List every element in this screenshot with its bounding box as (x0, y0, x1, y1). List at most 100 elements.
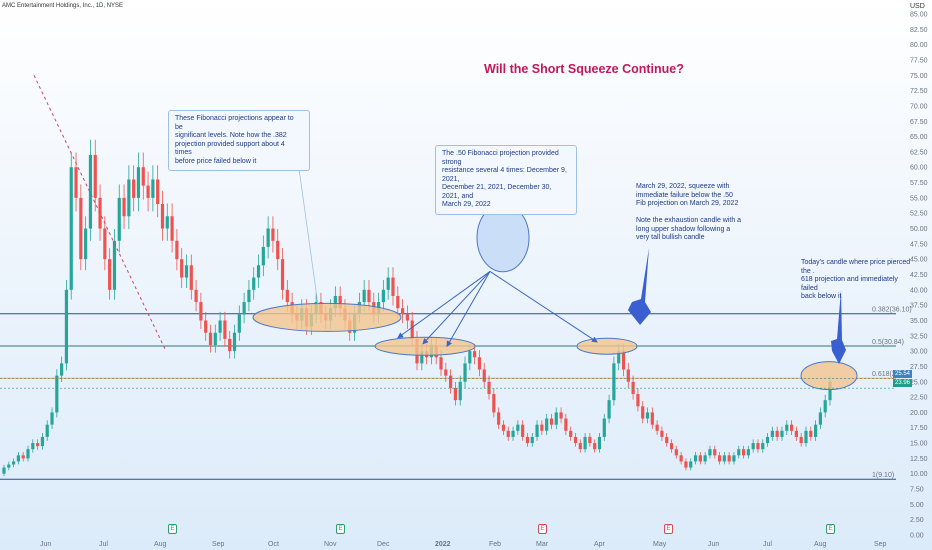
y-tick-label: 0.00 (910, 533, 924, 540)
y-tick-label: 2.50 (910, 517, 924, 524)
note-leader (295, 146, 319, 306)
candle-body (804, 430, 808, 444)
y-tick-label: 57.50 (910, 180, 928, 187)
candle-body (247, 289, 251, 303)
candle-body (636, 394, 640, 407)
candle-body (717, 455, 722, 462)
candle-body (93, 154, 97, 198)
candle-body (184, 265, 189, 278)
candle-body (789, 424, 794, 431)
candle-body (266, 228, 270, 247)
x-tick-label: Jun (40, 541, 51, 548)
y-tick-label: 72.50 (910, 88, 928, 95)
candle-body (199, 302, 203, 321)
candle-body (813, 424, 818, 437)
candle-body (660, 430, 664, 437)
candle-body (7, 464, 11, 468)
candle-body (84, 228, 88, 260)
candle-body (559, 412, 563, 419)
earnings-event-icon[interactable]: E (336, 524, 345, 534)
y-tick-label: 7.50 (910, 487, 924, 494)
candle-body (765, 436, 770, 444)
candle-body (146, 185, 150, 198)
x-tick-label: Sep (212, 541, 225, 548)
candle-body (242, 302, 246, 315)
candle-body (156, 179, 160, 205)
earnings-event-icon[interactable]: E (168, 524, 177, 534)
resistance-ellipse (374, 336, 476, 356)
candle-body (36, 443, 40, 447)
candle-body (679, 455, 683, 462)
y-tick-label: 15.00 (910, 441, 928, 448)
y-tick-label: 75.00 (910, 73, 928, 80)
y-tick-label: 42.50 (910, 272, 928, 279)
candle-body (554, 412, 558, 425)
candle-body (573, 436, 578, 444)
candle-body (458, 381, 462, 401)
candle-body (31, 443, 35, 450)
march-note: March 29, 2022, squeeze with immediate f… (636, 183, 742, 241)
candle-body (108, 259, 112, 290)
y-tick-label: 10.00 (910, 471, 928, 478)
earnings-event-icon[interactable]: E (826, 524, 835, 534)
candle-body (386, 277, 390, 290)
candle-body (641, 406, 645, 419)
candle-body (12, 461, 16, 465)
candle-body (50, 412, 54, 425)
y-tick-label: 47.50 (910, 241, 928, 248)
x-tick-label: Jun (708, 541, 719, 548)
earnings-event-icon[interactable]: E (664, 524, 673, 534)
candle-body (132, 179, 136, 198)
candle-body (727, 455, 731, 462)
candle-body (261, 246, 265, 266)
y-tick-label: 5.00 (910, 502, 924, 509)
candle-body (410, 320, 414, 339)
candle-body (501, 424, 506, 431)
y-tick-label: 17.50 (910, 425, 928, 432)
candle-body (381, 289, 385, 303)
candle-body (746, 449, 750, 456)
x-tick-label: May (653, 541, 667, 548)
y-tick-label: 67.50 (910, 119, 928, 126)
y-tick-label: 82.50 (910, 27, 928, 34)
candle-body (569, 430, 573, 437)
candle-body (136, 167, 141, 198)
earnings-event-icon[interactable]: E (538, 524, 547, 534)
candle-body (16, 455, 21, 462)
candle-body (64, 289, 69, 364)
callout-arrow (446, 271, 491, 348)
y-tick-label: 50.00 (910, 226, 928, 233)
candle-body (655, 424, 659, 431)
candle-body (232, 332, 237, 352)
candle-body (770, 430, 774, 437)
candle-body (271, 228, 275, 241)
candle-body (698, 455, 702, 462)
candle-body (477, 357, 482, 370)
candle-body (583, 436, 587, 450)
candle-body (237, 314, 241, 333)
fib-level-label: 0.382(36.10) (872, 307, 912, 314)
candle-body (607, 400, 611, 419)
y-tick-label: 65.00 (910, 134, 928, 141)
y-tick-label: 32.50 (910, 333, 928, 340)
candle-body (333, 295, 337, 309)
candle-body (617, 351, 621, 364)
candle-body (79, 197, 83, 260)
x-tick-label: Aug (814, 541, 827, 548)
candle-body (420, 351, 424, 364)
candle-body (88, 154, 93, 229)
candle-body (463, 363, 467, 382)
candle-body (828, 381, 832, 401)
candle-body (194, 289, 198, 303)
candle-body (122, 197, 126, 217)
y-tick-label: 45.00 (910, 257, 928, 264)
march-ellipse (576, 337, 638, 355)
candle-body (756, 443, 760, 450)
callout-arrow (422, 271, 491, 345)
candle-body (621, 351, 626, 370)
candle-body (40, 436, 45, 447)
trend-line (33, 75, 167, 352)
candle-body (689, 461, 693, 468)
